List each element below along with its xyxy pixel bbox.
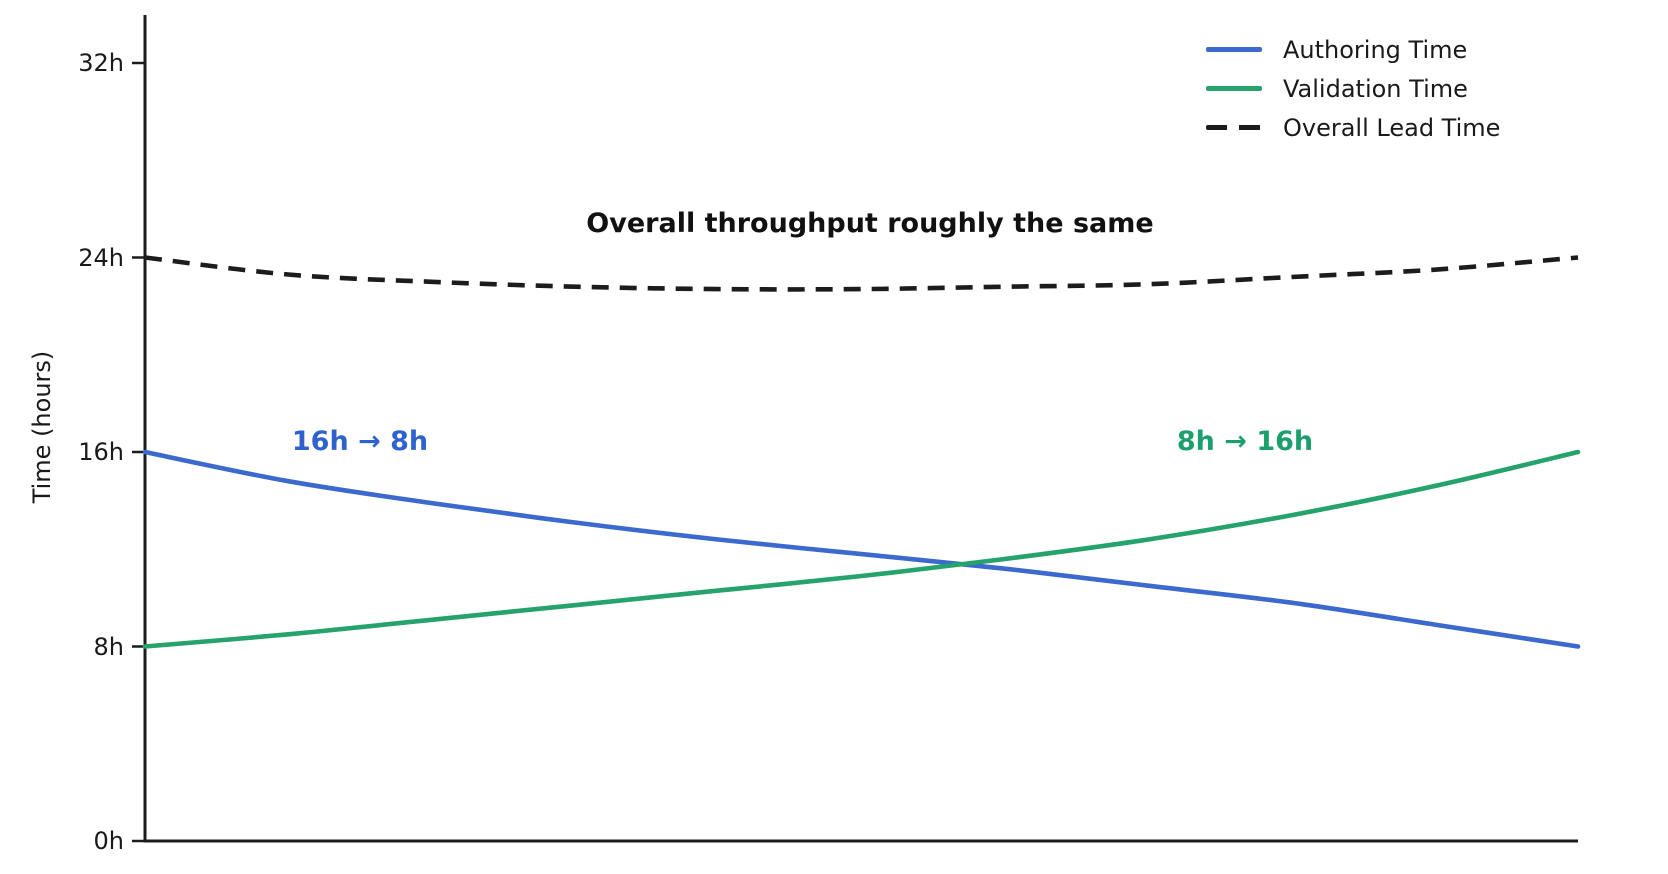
series-line-authoring-time xyxy=(142,449,1581,649)
legend-label: Overall Lead Time xyxy=(1283,113,1501,142)
dashed-line-swatch-icon xyxy=(1206,125,1262,130)
annotation-authoring-change: 16h → 8h xyxy=(291,426,429,457)
y-tick-label: 32h xyxy=(78,49,124,77)
y-axis-tick-marks xyxy=(132,61,145,843)
legend-item-overall-lead-time: Overall Lead Time xyxy=(1206,108,1500,147)
series-line-overall-lead-time xyxy=(144,255,1579,292)
legend-label: Validation Time xyxy=(1283,74,1468,103)
series-lines xyxy=(142,255,1581,649)
annotation-overall-throughput: Overall throughput roughly the same xyxy=(586,208,1154,239)
line-swatch-icon xyxy=(1206,47,1262,52)
series-line-validation-time xyxy=(142,449,1581,649)
y-tick-label: 0h xyxy=(93,827,124,855)
y-tick-label: 24h xyxy=(78,243,124,272)
y-tick-label: 16h xyxy=(78,438,124,466)
line-swatch-icon xyxy=(1206,86,1262,91)
y-tick-label: 8h xyxy=(93,632,124,661)
legend: Authoring Time Validation Time Overall Lea… xyxy=(1206,30,1500,147)
annotation-validation-change: 8h → 16h xyxy=(1176,426,1314,457)
legend-item-authoring-time: Authoring Time xyxy=(1206,30,1500,69)
legend-item-validation-time: Validation Time xyxy=(1206,69,1500,108)
y-axis-title: Time (hours) xyxy=(28,350,56,504)
legend-label: Authoring Time xyxy=(1283,35,1468,64)
